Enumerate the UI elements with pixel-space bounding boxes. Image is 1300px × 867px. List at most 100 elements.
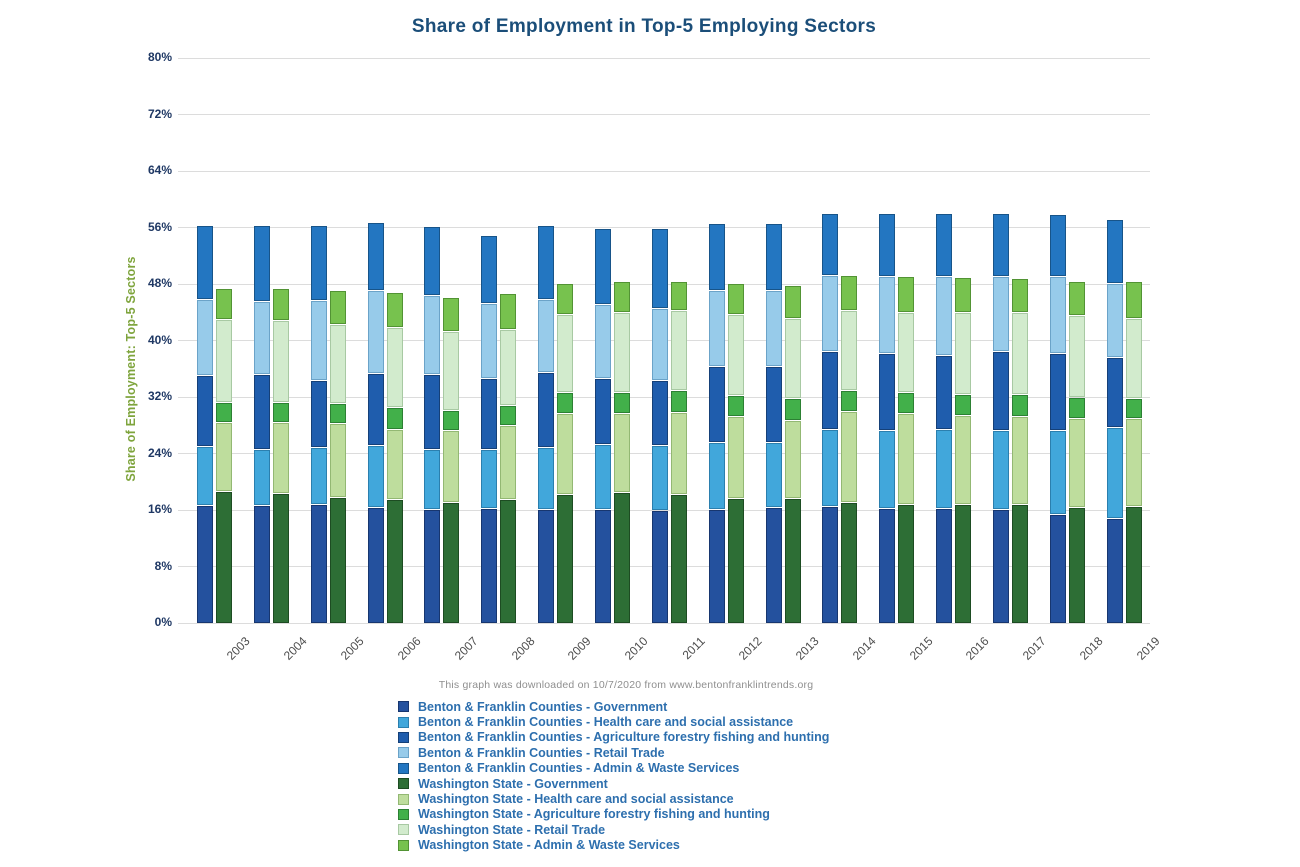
legend-label: Benton & Franklin Counties - Agriculture…: [418, 730, 830, 745]
bar-segment: [481, 450, 498, 508]
bar-segment: [1011, 417, 1028, 505]
legend-label: Benton & Franklin Counties - Health care…: [418, 715, 794, 730]
legend-swatch-icon: [398, 824, 409, 836]
bar-segment: [784, 318, 801, 398]
bar-segment: [443, 411, 460, 431]
bar-segment: [481, 304, 498, 378]
bar-segment: [216, 402, 232, 422]
bar-benton-franklin-counties: [765, 224, 782, 623]
bar-segment: [708, 509, 725, 623]
y-tick-label: 40%: [147, 332, 172, 347]
bar-washington-state: [841, 275, 858, 623]
bar-segment: [1049, 354, 1066, 431]
bar-group: [253, 58, 289, 623]
bar-segment: [538, 448, 555, 509]
legend-item: Benton & Franklin Counties - Retail Trad…: [398, 745, 829, 760]
bar-segment: [500, 329, 517, 406]
bar-segment: [367, 290, 384, 374]
bar-segment: [310, 381, 327, 448]
bar-segment: [879, 276, 896, 354]
bar-segment: [310, 448, 327, 505]
gridline: [178, 227, 1150, 228]
y-tick-label: 64%: [147, 163, 172, 177]
bar-segment: [613, 393, 630, 414]
bar-segment: [822, 429, 839, 507]
bar-washington-state: [955, 277, 972, 623]
bar-segment: [992, 431, 1009, 510]
bar-segment: [1068, 316, 1085, 398]
x-tick-label: 2013: [792, 634, 822, 663]
legend-swatch-icon: [398, 839, 409, 851]
bar-washington-state: [784, 286, 801, 623]
gridline: [178, 509, 1150, 511]
bar-segment: [841, 311, 858, 390]
bar-segment: [955, 395, 972, 416]
bar-group: [936, 58, 972, 623]
bar-segment: [784, 286, 801, 318]
legend-label: Washington State - Admin & Waste Service…: [418, 838, 680, 853]
bar-segment: [367, 374, 384, 446]
bar-segment: [557, 284, 574, 314]
bar-segment: [538, 299, 555, 372]
bar-segment: [594, 304, 611, 378]
bar-segment: [272, 288, 289, 321]
legend-swatch-icon: [398, 716, 409, 728]
bar-segment: [253, 506, 270, 623]
bar-segment: [1125, 398, 1142, 419]
plot-area: [178, 57, 1150, 624]
bar-segment: [784, 398, 801, 420]
bar-segment: [367, 222, 384, 290]
bar-segment: [329, 324, 346, 404]
bar-segment: [197, 506, 213, 623]
bar-benton-franklin-counties: [822, 213, 839, 623]
x-tick-label: 2004: [280, 634, 310, 663]
bar-segment: [765, 442, 782, 508]
bar-benton-franklin-counties: [367, 222, 384, 623]
bar-segment: [879, 508, 896, 623]
legend-item: Washington State - Health care and socia…: [398, 791, 829, 806]
bar-group: [197, 58, 232, 623]
bar-segment: [557, 314, 574, 393]
bar-benton-franklin-counties: [936, 213, 953, 623]
chart-title: Share of Employment in Top-5 Employing S…: [411, 16, 877, 37]
x-tick-label: 2005: [337, 634, 367, 663]
bar-segment: [992, 276, 1009, 352]
bar-group: [367, 58, 403, 623]
bar-segment: [1106, 358, 1123, 427]
bar-segment: [1125, 282, 1142, 318]
bar-segment: [708, 366, 725, 443]
bar-benton-franklin-counties: [1106, 220, 1123, 623]
bar-washington-state: [1125, 282, 1142, 623]
legend: Benton & Franklin Counties - Government B…: [398, 699, 829, 853]
bar-segment: [936, 213, 953, 277]
bar-segment: [272, 402, 289, 422]
y-tick-label: 24%: [147, 445, 172, 460]
bar-washington-state: [443, 297, 460, 623]
legend-label: Washington State - Government: [418, 776, 608, 791]
legend-item: Washington State - Admin & Waste Service…: [398, 838, 829, 853]
bar-segment: [898, 312, 915, 393]
legend-swatch-icon: [398, 731, 409, 743]
bar-segment: [197, 446, 213, 506]
bar-benton-franklin-counties: [708, 224, 725, 623]
bar-washington-state: [613, 281, 630, 623]
bar-segment: [197, 225, 213, 299]
bar-segment: [1106, 284, 1123, 358]
bar-segment: [936, 429, 953, 508]
bar-segment: [1106, 519, 1123, 623]
bar-segment: [216, 289, 232, 319]
bar-segment: [784, 499, 801, 623]
bar-segment: [898, 414, 915, 504]
legend-swatch-icon: [398, 778, 409, 790]
legend-item: Washington State - Agriculture forestry …: [398, 807, 829, 822]
bar-segment: [310, 226, 327, 301]
bar-segment: [538, 509, 555, 623]
bar-group: [765, 58, 801, 623]
bar-segment: [500, 406, 517, 425]
bar-segment: [500, 294, 517, 329]
legend-swatch-icon: [398, 808, 409, 820]
bar-segment: [651, 309, 668, 381]
legend-label: Washington State - Agriculture forestry …: [418, 807, 770, 822]
bar-segment: [197, 299, 213, 376]
